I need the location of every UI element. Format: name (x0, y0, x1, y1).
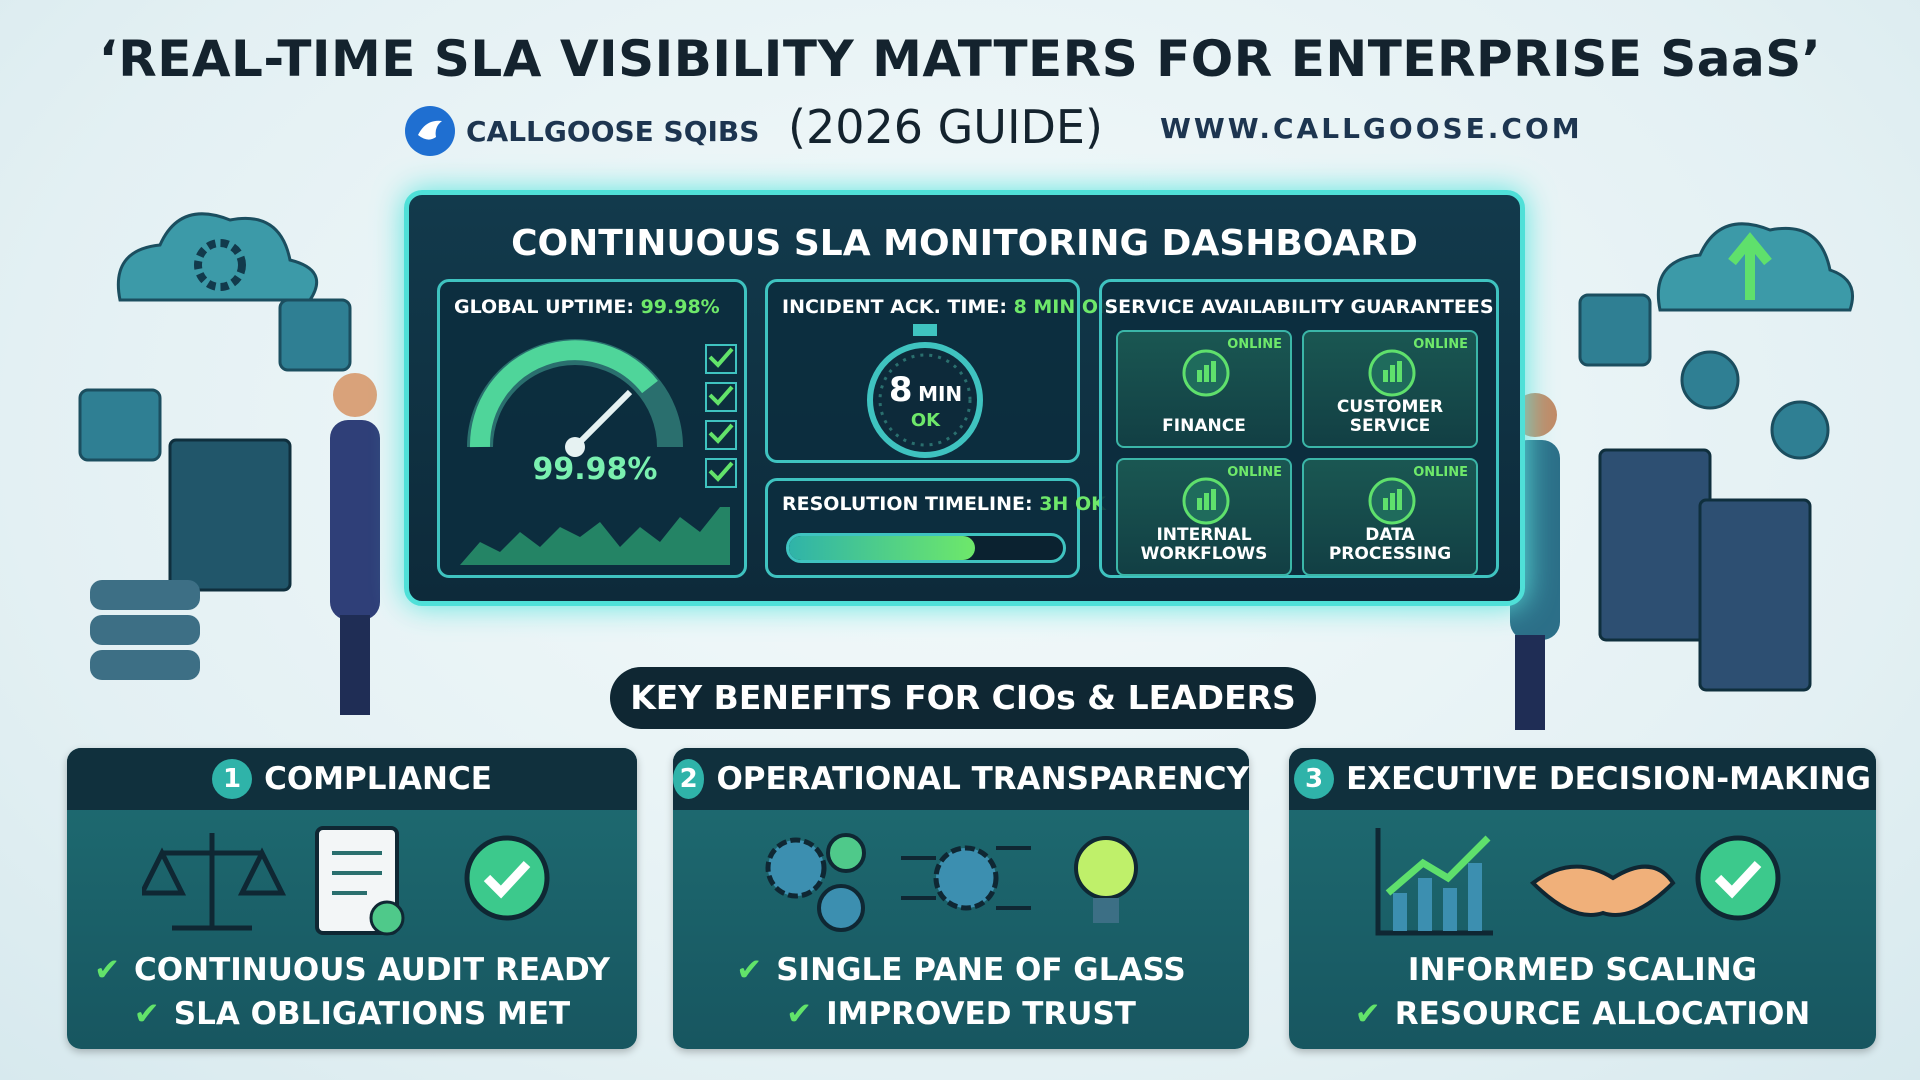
resolution-heading: RESOLUTION TIMELINE: 3H OK (782, 493, 1106, 515)
benefit-card: 1 COMPLIANCE ✔ CONTINUOUS AUDIT READY ✔ SLA O… (67, 748, 637, 1049)
services-panel: SERVICE AVAILABILITY GUARANTEES ONLINE FI… (1099, 279, 1499, 578)
point-text: SINGLE PANE OF GLASS (776, 952, 1186, 988)
service-name: DATA PROCESSING (1328, 525, 1452, 564)
brand-logo (405, 106, 455, 156)
dashboard-title: CONTINUOUS SLA MONITORING DASHBOARD (511, 223, 1418, 264)
icon (1367, 476, 1417, 530)
icon-graphic (137, 826, 550, 936)
service-tile: ONLINE CUSTOMER SERVICE (1302, 330, 1478, 448)
title: ‘REAL-TIME SLA VISIBILITY MATTERS FOR EN… (98, 30, 1822, 88)
icon (137, 823, 562, 947)
resolution-label: RESOLUTION TIMELINE: (782, 493, 1033, 515)
timer (867, 324, 983, 458)
uptime-value: 99.98% (640, 296, 720, 318)
service-name: INTERNAL WORKFLOWS (1140, 525, 1268, 564)
uptime-panel: GLOBAL UPTIME: 99.98% 99.98% (437, 279, 747, 578)
card-number: 2 (673, 759, 705, 799)
check: ✔ (786, 996, 813, 1032)
card-title: OPERATIONAL TRANSPARENCY (716, 761, 1249, 797)
check: ✔ (133, 996, 160, 1032)
card-title: COMPLIANCE (264, 761, 492, 797)
point-text: RESOURCE ALLOCATION (1394, 996, 1811, 1032)
icon-graphic (1182, 349, 1230, 397)
brand: CALLGOOSE SQIBS (404, 105, 759, 157)
service-status: ONLINE (1227, 465, 1282, 480)
icon-graphic (1375, 828, 1780, 936)
progress-track (786, 533, 1066, 563)
right-illustration (1510, 222, 1854, 730)
check: ✔ (736, 952, 763, 988)
ack-value: 8 MIN OK (1013, 296, 1113, 318)
benefit-card: 2 OPERATIONAL TRANSPARENCY ✔ SINGLE PANE OF… (673, 748, 1249, 1049)
timer-unit: MIN (918, 382, 963, 406)
service-tile: ONLINE FINANCE (1116, 330, 1292, 448)
resolution-value: 3H OK (1039, 493, 1106, 515)
card-points: INFORMED SCALING ✔ RESOURCE ALLOCATION (1289, 948, 1876, 1036)
service-tile: ONLINE INTERNAL WORKFLOWS (1116, 458, 1292, 576)
card-number: 3 (1294, 759, 1335, 799)
uptime-heading: GLOBAL UPTIME: 99.98% (454, 296, 720, 318)
benefits-title: KEY BENEFITS FOR CIOs & LEADERS (610, 667, 1316, 729)
point: ✔ SLA OBLIGATIONS MET (67, 992, 637, 1036)
point-text: IMPROVED TRUST (826, 996, 1136, 1032)
card-header: 1 COMPLIANCE (67, 748, 637, 810)
point-text: INFORMED SCALING (1407, 952, 1758, 988)
brand-name: CALLGOOSE SQIBS (466, 114, 760, 148)
gauge-text: 99.98% (532, 452, 658, 487)
subtitle: (2026 GUIDE) (788, 100, 1103, 154)
point: ✔ CONTINUOUS AUDIT READY (67, 948, 637, 992)
icon-graphic (1182, 477, 1230, 525)
point: ✔ SINGLE PANE OF GLASS (673, 948, 1249, 992)
icon (1373, 823, 1793, 947)
icon (1181, 476, 1231, 530)
timer-text: 8 MIN OK (768, 370, 1083, 431)
uptime-label: GLOBAL UPTIME: (454, 296, 634, 318)
icon-graphic (765, 833, 1138, 932)
card-header: 3 EXECUTIVE DECISION-MAKING (1289, 748, 1876, 810)
left-illustration (78, 212, 380, 715)
card-header: 2 OPERATIONAL TRANSPARENCY (673, 748, 1249, 810)
dashboard: CONTINUOUS SLA MONITORING DASHBOARD GLOB… (404, 190, 1525, 606)
icon (1367, 348, 1417, 402)
point-text: SLA OBLIGATIONS MET (173, 996, 571, 1032)
point: ✔ RESOURCE ALLOCATION (1289, 992, 1876, 1036)
icon-graphic (1368, 349, 1416, 397)
card-points: ✔ SINGLE PANE OF GLASS ✔ IMPROVED TRUST (673, 948, 1249, 1036)
service-status: ONLINE (1227, 337, 1282, 352)
point: ✔ IMPROVED TRUST (673, 992, 1249, 1036)
point: INFORMED SCALING (1289, 948, 1876, 992)
service-status: ONLINE (1413, 465, 1468, 480)
card-title: EXECUTIVE DECISION-MAKING (1346, 761, 1871, 797)
check: ✔ (1354, 996, 1381, 1032)
card-points: ✔ CONTINUOUS AUDIT READY ✔ SLA OBLIGATIONS … (67, 948, 637, 1036)
icon (751, 823, 1171, 947)
icon (1181, 348, 1231, 402)
benefit-card: 3 EXECUTIVE DECISION-MAKING INFORMED SCALI… (1289, 748, 1876, 1049)
point-text: CONTINUOUS AUDIT READY (134, 952, 610, 988)
ack-panel: INCIDENT ACK. TIME: 8 MIN OK 8 MIN OK (765, 279, 1113, 463)
service-name: FINANCE (1162, 416, 1246, 436)
progress-fill (789, 536, 976, 560)
ack-heading: INCIDENT ACK. TIME: 8 MIN OK (782, 296, 1113, 318)
service-status: ONLINE (1413, 337, 1468, 352)
check: ✔ (94, 952, 121, 988)
services-title: SERVICE AVAILABILITY GUARANTEES (1104, 296, 1494, 318)
timer-status: OK (910, 410, 941, 431)
resolution-panel: RESOLUTION TIMELINE: 3H OK (765, 478, 1106, 578)
service-name: CUSTOMER SERVICE (1336, 397, 1444, 436)
timer-number: 8 (888, 370, 913, 410)
card-number: 1 (212, 759, 253, 799)
service-tile: ONLINE DATA PROCESSING (1302, 458, 1478, 576)
uptime-graphics (460, 339, 737, 565)
ack-label: INCIDENT ACK. TIME: (782, 296, 1007, 318)
url: WWW.CALLGOOSE.COM (1160, 112, 1583, 145)
icon-graphic (1368, 477, 1416, 525)
